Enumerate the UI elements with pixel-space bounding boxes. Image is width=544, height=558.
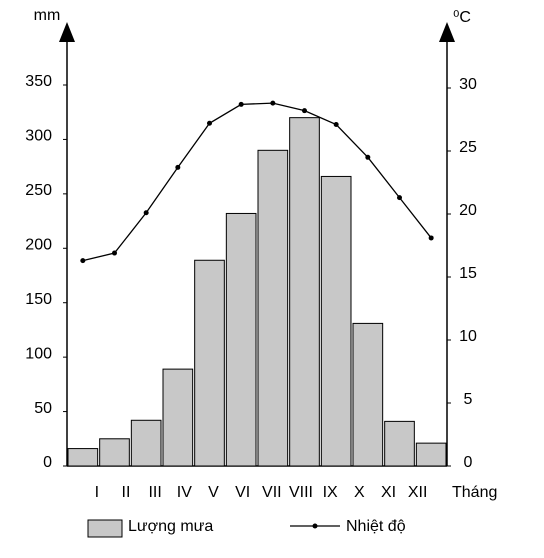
bar: [415, 442, 447, 467]
legend-label: Lượng mưa: [128, 518, 213, 535]
y2-tick-label: 25: [459, 139, 477, 156]
line-point: [143, 210, 149, 216]
line-point: [80, 258, 86, 264]
line-point: [302, 108, 307, 114]
x-tick-label: VII: [262, 484, 282, 501]
y2-tick-label: 20: [459, 202, 477, 219]
x-tick-label: II: [122, 484, 131, 501]
y-tick-label: 100: [25, 345, 52, 362]
y-axis-arrow: [59, 22, 75, 42]
y-axis-title: mm: [34, 7, 61, 24]
y-tick-label: 250: [25, 182, 52, 199]
line: [82, 102, 432, 262]
y2-tick-label: 5: [464, 391, 473, 408]
x-tick-label: IV: [177, 484, 192, 501]
bar: [320, 175, 352, 467]
y-tick-label: 300: [25, 128, 52, 145]
bar: [289, 117, 320, 467]
line-point: [365, 154, 371, 160]
y2-tick-label: 30: [459, 76, 477, 93]
bar: [130, 419, 162, 467]
x-tick-label: VI: [235, 484, 250, 501]
line-point: [333, 122, 339, 128]
x-tick-label: III: [148, 484, 161, 501]
legend-swatch: [312, 523, 318, 529]
y2-tick-label: 0: [464, 454, 473, 471]
line-point: [270, 100, 276, 106]
y2-axis-title: ⁰C: [453, 9, 471, 26]
x-tick-label: X: [354, 484, 365, 501]
bar: [162, 368, 194, 467]
x-axis-title: Tháng: [452, 484, 497, 501]
y2-tick-label: 15: [459, 265, 477, 282]
y-tick-label: 0: [43, 454, 52, 471]
y-tick-label: 200: [25, 237, 52, 254]
line-point: [428, 235, 434, 241]
bar: [225, 212, 257, 467]
y-tick-label: 150: [25, 291, 52, 308]
bar: [194, 259, 225, 467]
x-tick-label: VIII: [289, 484, 313, 501]
line-point: [207, 120, 212, 126]
x-tick-label: IX: [323, 484, 338, 501]
x-tick-label: XII: [408, 484, 428, 501]
legend-swatch: [87, 519, 123, 538]
legend-label: Nhiệt độ: [346, 518, 406, 535]
y-tick-label: 50: [34, 400, 52, 417]
bar: [99, 438, 130, 467]
x-tick-label: V: [208, 484, 219, 501]
bar: [352, 322, 384, 467]
line-point: [175, 164, 181, 170]
bar: [257, 149, 289, 467]
y-tick-label: 350: [25, 73, 52, 90]
line-point: [112, 250, 117, 256]
bar: [384, 420, 415, 467]
y2-tick-label: 10: [459, 328, 477, 345]
line-point: [397, 195, 402, 201]
y2-axis-arrow: [439, 22, 455, 42]
x-tick-label: XI: [381, 484, 396, 501]
line-point: [238, 101, 244, 107]
bar: [67, 448, 99, 467]
x-tick-label: I: [95, 484, 99, 501]
